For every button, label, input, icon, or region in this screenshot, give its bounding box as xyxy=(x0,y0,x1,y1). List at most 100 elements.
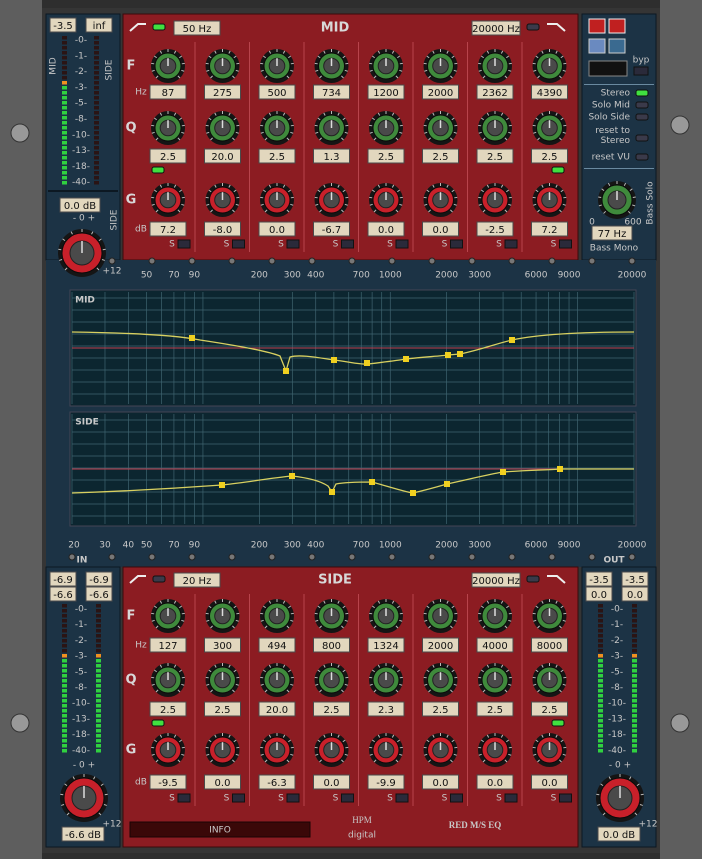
q-knob[interactable] xyxy=(423,111,458,145)
side-gain-knob[interactable] xyxy=(58,229,106,277)
divider xyxy=(584,84,654,85)
peak-box xyxy=(621,571,649,587)
solo-button[interactable] xyxy=(395,239,409,249)
solo-button[interactable] xyxy=(450,239,463,249)
option-led[interactable] xyxy=(635,113,649,121)
low-cut-led[interactable] xyxy=(152,23,166,31)
gain-knob[interactable] xyxy=(478,183,512,217)
gain-knob[interactable] xyxy=(369,733,403,767)
solo-button[interactable] xyxy=(286,239,300,249)
q-knob[interactable] xyxy=(423,663,458,697)
solo-button[interactable] xyxy=(395,793,409,803)
freq-knob[interactable] xyxy=(260,599,294,633)
reset-stereo[interactable]: reset to Stereo xyxy=(595,126,630,146)
output-knob[interactable] xyxy=(596,774,644,822)
high-shelf-led[interactable] xyxy=(551,166,565,174)
knob-tick xyxy=(233,117,237,121)
q-knob[interactable] xyxy=(205,663,240,697)
rms: 0.0 xyxy=(591,590,607,601)
solo-button[interactable] xyxy=(559,793,572,803)
q-knob[interactable] xyxy=(478,663,512,697)
option-led[interactable] xyxy=(635,89,649,97)
solo-button[interactable] xyxy=(504,793,518,803)
minimize-button[interactable] xyxy=(608,18,626,34)
solo-button[interactable] xyxy=(232,239,245,249)
solo-button[interactable] xyxy=(450,793,463,803)
freq-knob[interactable] xyxy=(314,49,349,83)
q-knob[interactable] xyxy=(314,111,349,145)
high-shelf-led[interactable] xyxy=(551,719,565,727)
solo-button[interactable] xyxy=(232,793,245,803)
option-led[interactable] xyxy=(635,153,649,161)
q-knob[interactable] xyxy=(205,111,240,145)
gain-knob[interactable] xyxy=(423,183,458,217)
info-bar[interactable] xyxy=(129,821,311,838)
solo-button[interactable] xyxy=(341,793,354,803)
output-knob[interactable] xyxy=(60,774,108,822)
meter-segment xyxy=(62,624,67,628)
freq-knob[interactable] xyxy=(532,49,567,83)
gain-knob[interactable] xyxy=(151,733,185,767)
freq-knob[interactable] xyxy=(532,599,567,633)
knob-tick xyxy=(344,69,348,72)
q-knob[interactable] xyxy=(260,111,294,145)
freq-knob[interactable] xyxy=(369,49,403,83)
q-knob[interactable] xyxy=(151,663,185,697)
q-knob[interactable] xyxy=(260,663,294,697)
solo-button[interactable] xyxy=(504,239,518,249)
gain-value: -9.5 xyxy=(158,778,178,789)
solo-button[interactable] xyxy=(286,793,300,803)
q-knob[interactable] xyxy=(369,111,403,145)
low-shelf-led[interactable] xyxy=(151,166,165,174)
freq-knob[interactable] xyxy=(151,599,185,633)
q-knob[interactable] xyxy=(369,663,403,697)
meter-scale: -13- xyxy=(72,146,90,156)
gain-knob[interactable] xyxy=(478,733,512,767)
gain-knob[interactable] xyxy=(314,733,349,767)
gain-knob[interactable] xyxy=(532,183,567,217)
low-shelf-led[interactable] xyxy=(151,719,165,727)
gain-knob[interactable] xyxy=(532,733,567,767)
gain-knob[interactable] xyxy=(260,733,294,767)
knob-tick xyxy=(155,209,159,213)
solo-button[interactable] xyxy=(341,239,354,249)
gain-knob[interactable] xyxy=(423,733,458,767)
option-led[interactable] xyxy=(635,101,649,109)
q-knob[interactable] xyxy=(532,111,567,145)
freq-knob[interactable] xyxy=(478,49,512,83)
freq-knob[interactable] xyxy=(205,599,240,633)
solo-button[interactable] xyxy=(559,239,572,249)
freq-knob[interactable] xyxy=(369,599,403,633)
close-button[interactable] xyxy=(588,18,606,34)
freq-knob[interactable] xyxy=(314,599,349,633)
preset-button[interactable] xyxy=(588,38,606,54)
q-knob[interactable] xyxy=(478,111,512,145)
bypass-switch[interactable] xyxy=(588,60,628,77)
q-knob[interactable] xyxy=(532,663,567,697)
gain-knob[interactable] xyxy=(205,183,240,217)
gain-knob[interactable] xyxy=(260,183,294,217)
bass-knob[interactable] xyxy=(598,181,636,219)
freq-knob[interactable] xyxy=(151,49,185,83)
freq-knob[interactable] xyxy=(478,599,512,633)
freq-knob[interactable] xyxy=(423,49,458,83)
freq-knob[interactable] xyxy=(205,49,240,83)
high-cut-led[interactable] xyxy=(526,23,540,31)
gain-knob[interactable] xyxy=(205,733,240,767)
edit-button[interactable] xyxy=(608,38,626,54)
bypass-button[interactable] xyxy=(633,66,649,76)
q-knob[interactable] xyxy=(314,663,349,697)
rivet xyxy=(108,257,116,265)
freq-knob[interactable] xyxy=(423,599,458,633)
high-cut-led[interactable] xyxy=(526,575,540,583)
low-cut-led[interactable] xyxy=(152,575,166,583)
solo-button[interactable] xyxy=(177,793,191,803)
solo-button[interactable] xyxy=(177,239,191,249)
gain-knob[interactable] xyxy=(151,183,185,217)
knob-tick xyxy=(341,689,344,693)
option-led[interactable] xyxy=(635,134,649,142)
freq-knob[interactable] xyxy=(260,49,294,83)
gain-knob[interactable] xyxy=(314,183,349,217)
gain-knob[interactable] xyxy=(369,183,403,217)
q-knob[interactable] xyxy=(151,111,185,145)
